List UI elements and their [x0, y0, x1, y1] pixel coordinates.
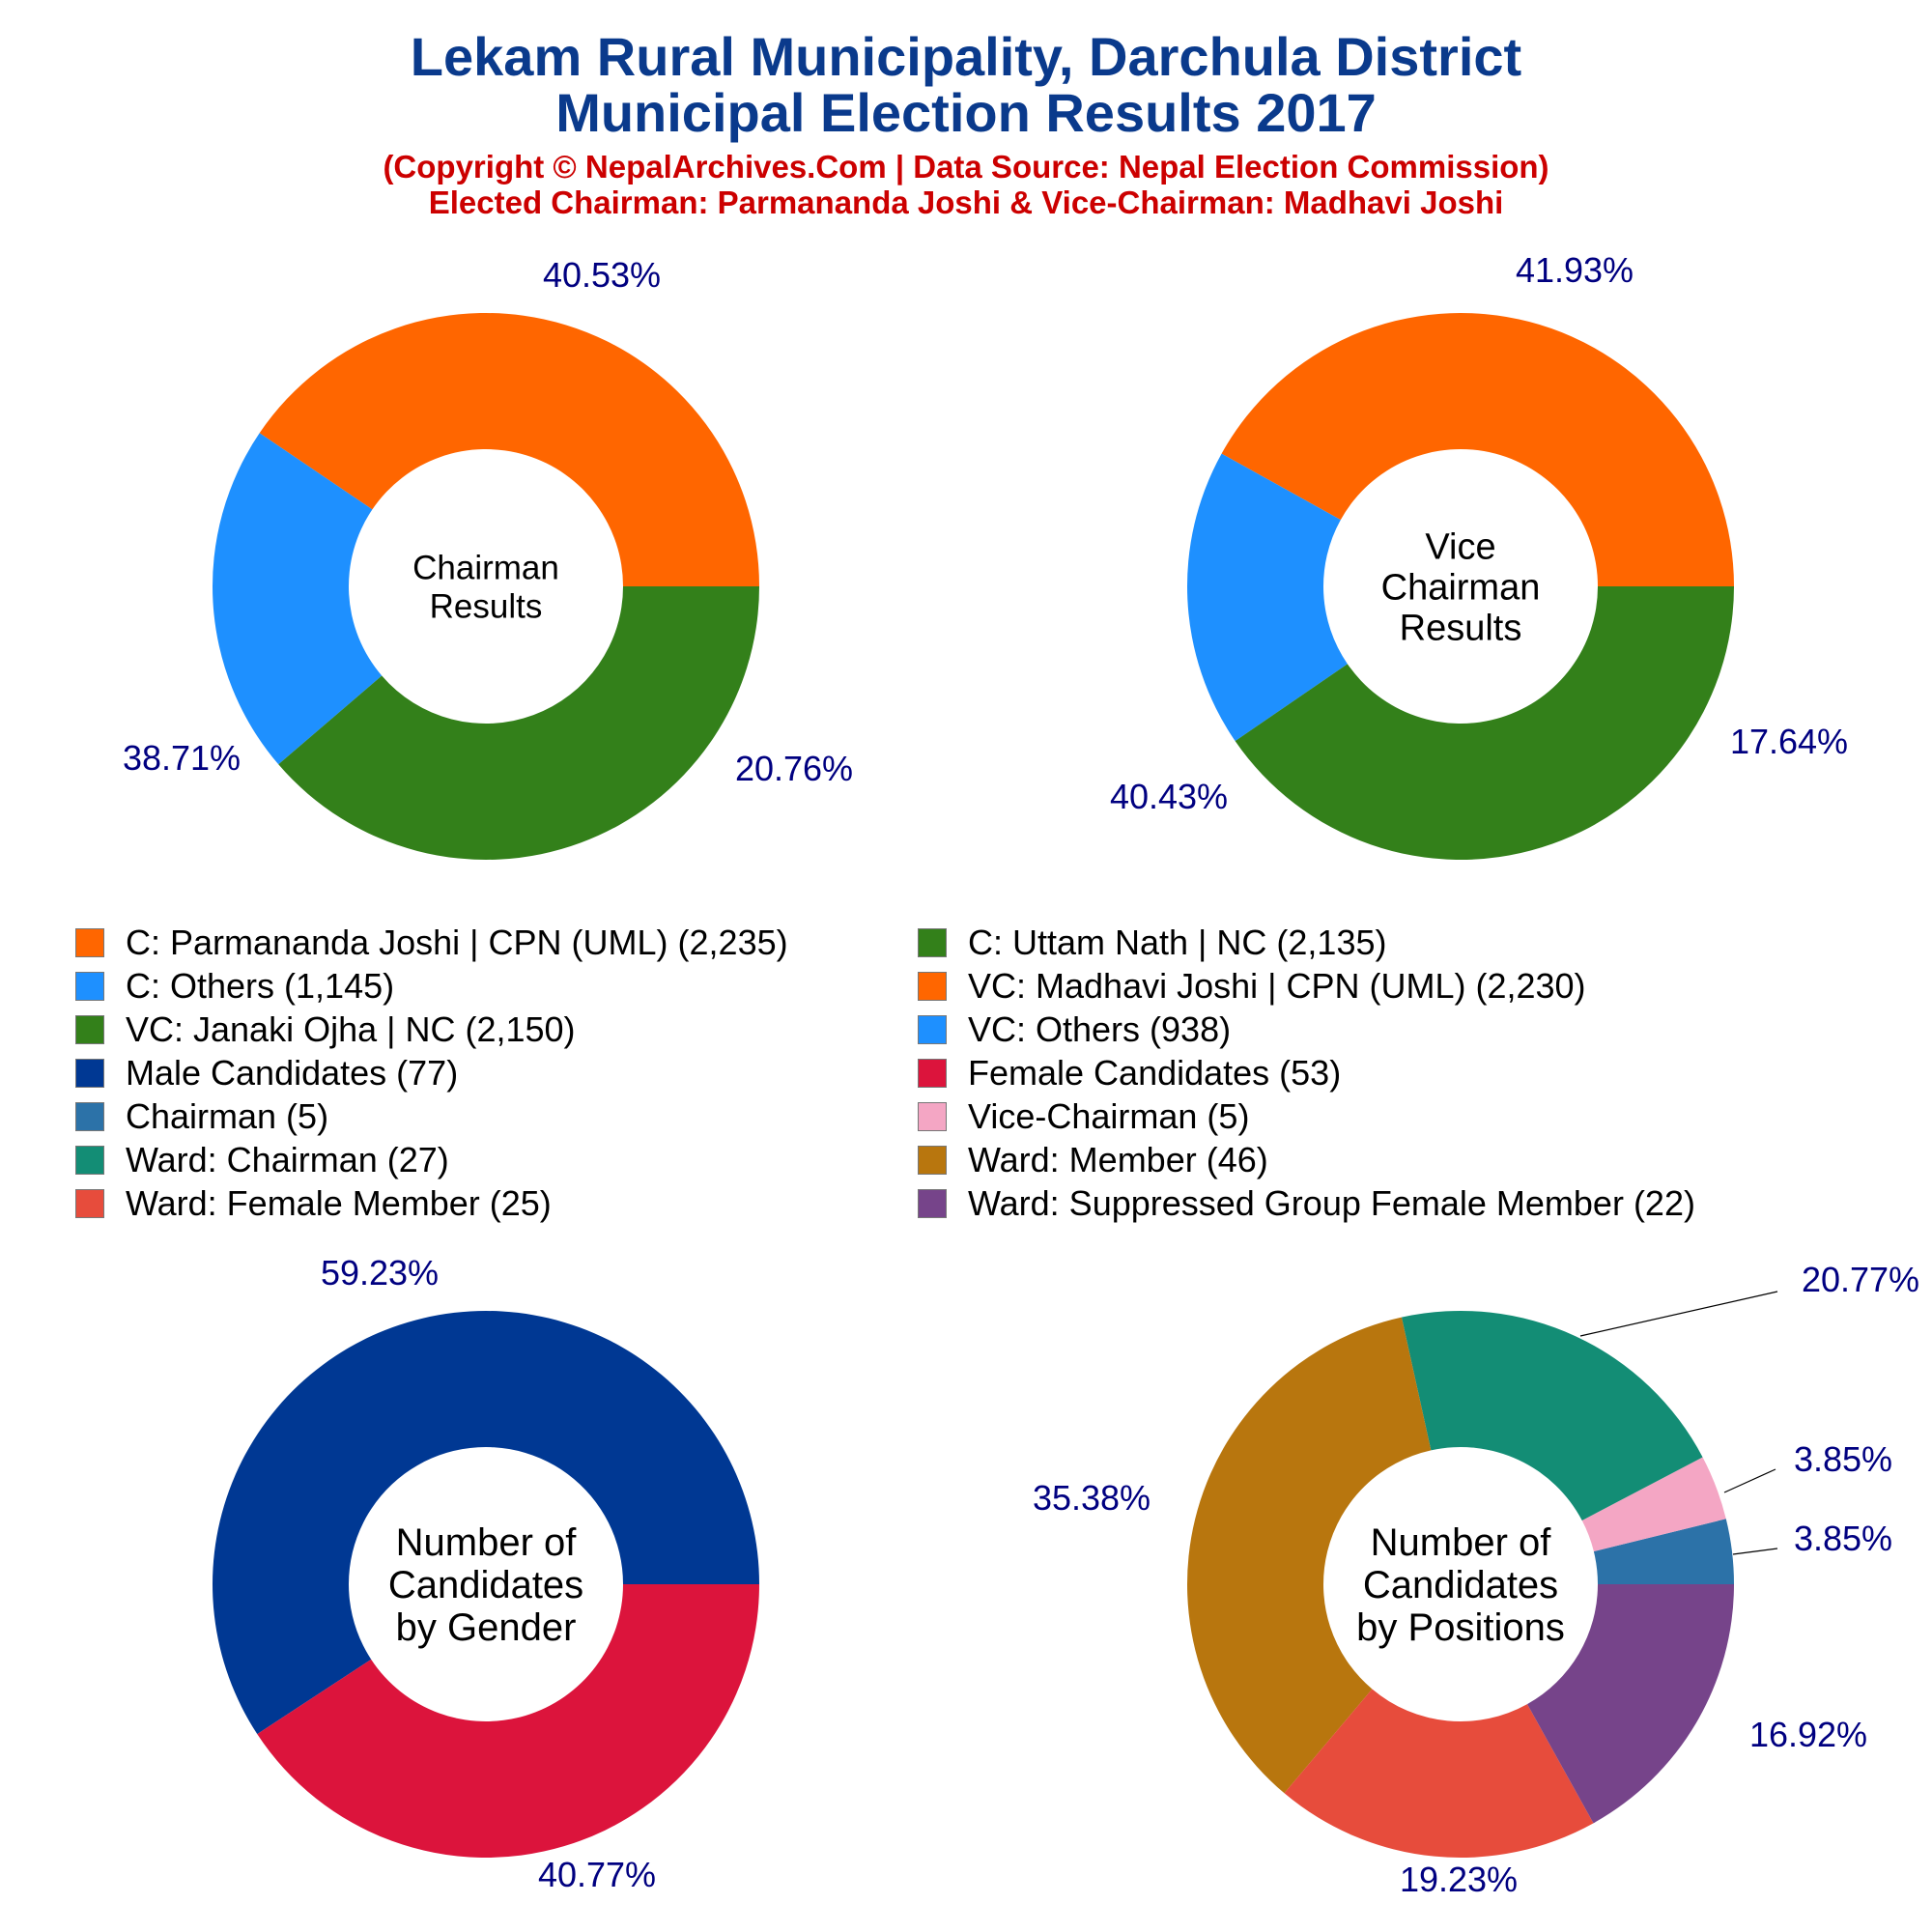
- percent-label-4-2: 3.85%: [1794, 1439, 1892, 1479]
- percent-label-3-1: 59.23%: [321, 1253, 439, 1293]
- center-label-4-1: Number of: [1371, 1521, 1552, 1564]
- center-label-3-3: by Gender: [396, 1606, 577, 1649]
- percent-label-4-5: 19.23%: [1400, 1860, 1518, 1899]
- slice-4-1: [1593, 1519, 1734, 1584]
- center-label-1-1: Chairman: [412, 549, 559, 586]
- leader-line-4-2: [1723, 1468, 1776, 1493]
- slice-4-4: [1186, 1317, 1432, 1794]
- chart-subtitle-line1: (Copyright © NepalArchives.Com | Data So…: [383, 149, 1549, 185]
- percent-label-2-3: 40.43%: [1110, 777, 1228, 816]
- slice-3-2: [257, 1584, 760, 1859]
- slice-1-2: [213, 433, 383, 765]
- slice-2-3: [1235, 586, 1734, 860]
- percent-label-4-6: 16.92%: [1749, 1715, 1867, 1754]
- center-label-4-3: by Positions: [1356, 1606, 1565, 1649]
- slice-3-1: [213, 1311, 760, 1735]
- center-label-1-2: Results: [430, 587, 543, 625]
- chart-subtitle-line2: Elected Chairman: Parmananda Joshi & Vic…: [428, 185, 1504, 220]
- percent-label-4-3: 20.77%: [1802, 1260, 1919, 1299]
- slice-4-3: [1401, 1310, 1703, 1521]
- slice-4-6: [1527, 1584, 1734, 1824]
- percent-label-4-4: 35.38%: [1033, 1478, 1151, 1518]
- slice-2-2: [1187, 453, 1348, 742]
- slice-4-5: [1284, 1689, 1594, 1859]
- chart-title-line2: Municipal Election Results 2017: [555, 82, 1377, 143]
- center-label-3-1: Number of: [396, 1521, 578, 1564]
- chart-title-line1: Lekam Rural Municipality, Darchula Distr…: [410, 26, 1522, 87]
- percent-label-2-2: 17.64%: [1730, 722, 1848, 761]
- percent-label-3-2: 40.77%: [538, 1855, 656, 1894]
- slice-1-3: [278, 586, 759, 860]
- center-label-2-1: Vice: [1425, 526, 1495, 567]
- percent-label-1-2: 20.76%: [735, 749, 853, 788]
- percent-label-4-1: 3.85%: [1794, 1519, 1892, 1558]
- leader-line-4-1: [1732, 1548, 1778, 1555]
- slice-4-2: [1581, 1457, 1726, 1552]
- center-label-4-2: Candidates: [1363, 1564, 1558, 1606]
- percent-label-1-1: 40.53%: [543, 255, 661, 295]
- center-label-2-2: Chairman: [1381, 567, 1541, 608]
- slice-1-1: [259, 312, 760, 586]
- percent-label-1-3: 38.71%: [123, 738, 241, 778]
- center-label-2-3: Results: [1400, 608, 1522, 648]
- percent-label-2-1: 41.93%: [1516, 250, 1634, 290]
- slice-2-1: [1221, 312, 1734, 586]
- leader-line-4-3: [1579, 1291, 1778, 1337]
- donut-chart-4: 3.85% 3.85% 20.77% 35.38% 19.23% 16.92% Number…: [1033, 1260, 1919, 1899]
- center-label-3-2: Candidates: [388, 1564, 583, 1606]
